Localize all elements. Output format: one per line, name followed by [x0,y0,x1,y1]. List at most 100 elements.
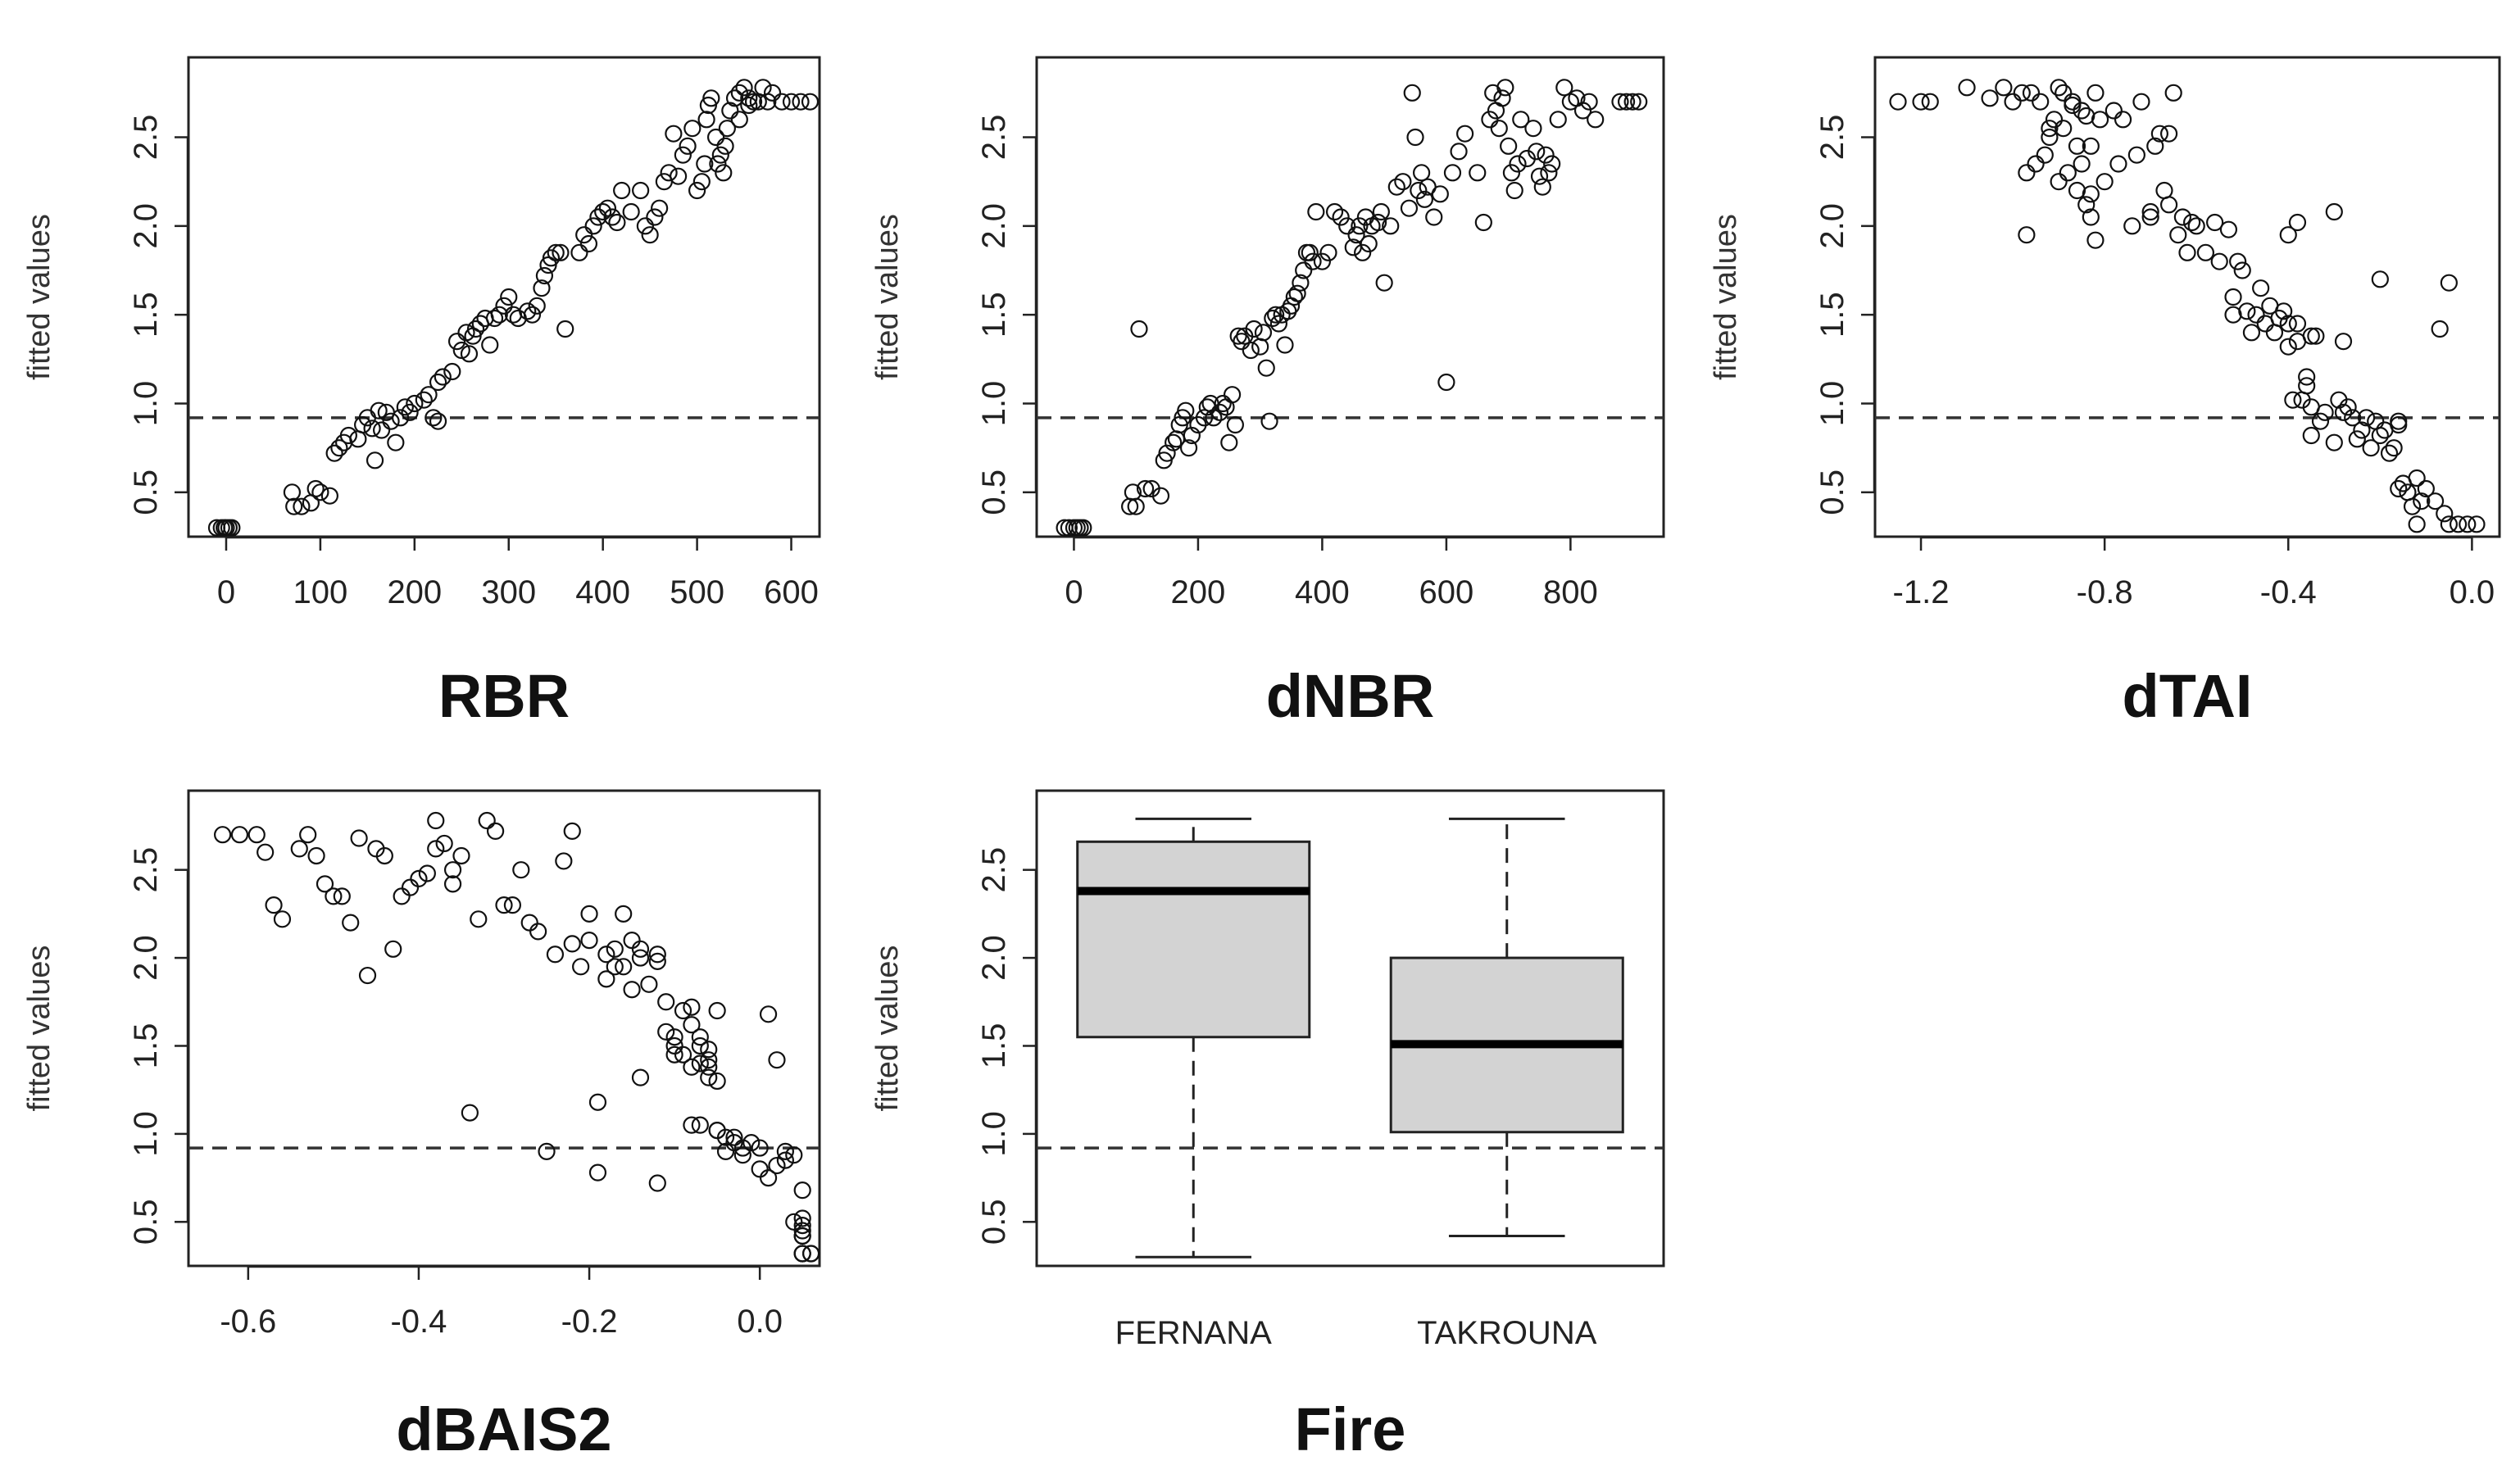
data-point [2247,306,2265,324]
data-point [1351,217,1369,235]
data-point [2325,433,2343,451]
data-point [631,1068,650,1086]
x-tick-label: -0.6 [220,1304,276,1340]
x-tick-label: 600 [764,574,819,610]
plot-frame [187,56,821,538]
data-point [1524,120,1542,138]
data-point [384,940,402,958]
data-point [1493,89,1511,107]
data-point [2004,93,2022,111]
category-label: TAKROUNA [1417,1315,1597,1351]
data-point [1347,226,1365,244]
data-point [603,208,621,226]
data-point [1528,143,1546,161]
data-point [2206,213,2224,232]
y-tick-label: 2.0 [976,203,1012,249]
data-point [2238,302,2256,320]
data-point [793,1209,811,1227]
data-point [1360,234,1378,253]
data-point [575,226,593,244]
data-point [711,146,729,164]
data-point [730,111,748,129]
data-point [1921,93,1939,111]
data-point [2082,208,2100,226]
data-point [708,1001,726,1020]
data-point [665,125,683,143]
y-tick-label: 1.0 [976,1111,1012,1157]
data-point [535,266,554,285]
data-point [307,846,325,865]
data-point [648,952,666,970]
data-point [1555,79,1573,97]
data-point [478,811,496,830]
data-point [358,966,377,985]
data-point [2055,120,2073,138]
data-point [785,1213,803,1231]
data-point [759,1168,778,1187]
data-point [1332,208,1350,226]
data-point [1437,373,1455,392]
x-tick-label: 200 [387,574,442,610]
data-point [443,861,462,879]
data-point [370,401,388,420]
data-point [706,128,725,147]
data-point [2385,439,2403,457]
data-point [1060,519,1078,537]
data-point [1889,93,1907,111]
x-tick-label: 500 [670,574,724,610]
data-point [2178,243,2196,261]
data-point [1260,412,1278,430]
data-point [2413,492,2431,510]
data-point [622,202,640,221]
data-point [223,519,241,537]
data-point [597,970,615,988]
data-point [325,887,343,905]
data-point [763,84,782,102]
data-point [2353,421,2371,439]
data-point [1179,439,1198,457]
data-point [768,1051,786,1069]
x-tick-label: 300 [481,574,536,610]
data-point [2348,430,2366,448]
data-point [2279,338,2297,356]
data-point [1251,338,1269,356]
data-point [339,426,357,445]
data-point [1512,111,1530,129]
data-point [1500,137,1518,155]
data-point [2302,426,2320,445]
data-point [349,430,367,448]
data-point [529,923,547,941]
data-point [342,914,360,932]
x-tick-label: -0.4 [390,1304,447,1340]
data-point [2325,202,2343,221]
data-point [2109,155,2127,173]
data-point [547,243,565,261]
data-point [735,79,753,97]
data-point [1369,213,1387,232]
data-point [512,861,530,879]
y-tick-label: 2.0 [976,935,1012,981]
data-point [2059,164,2077,182]
data-point [1431,185,1449,203]
data-point [214,826,232,844]
data-point [485,309,504,328]
data-point [1573,102,1592,120]
data-point [2150,125,2168,143]
data-point [2334,333,2353,351]
data-point [1183,426,1201,445]
box-fernana [1076,817,1311,1259]
data-point [1295,261,1313,279]
data-point [691,1028,709,1046]
data-point [523,306,542,324]
data-point [2367,412,2385,430]
panel-title: dNBR [1266,662,1435,730]
data-point [2027,155,2045,173]
data-point [657,993,675,1011]
plot-frame [187,789,821,1268]
data-point [1630,93,1648,111]
data-point [1325,202,1344,221]
data-point [1127,497,1145,515]
y-tick-label: 2.0 [128,203,164,249]
data-point [425,409,443,427]
data-point [1450,143,1468,161]
